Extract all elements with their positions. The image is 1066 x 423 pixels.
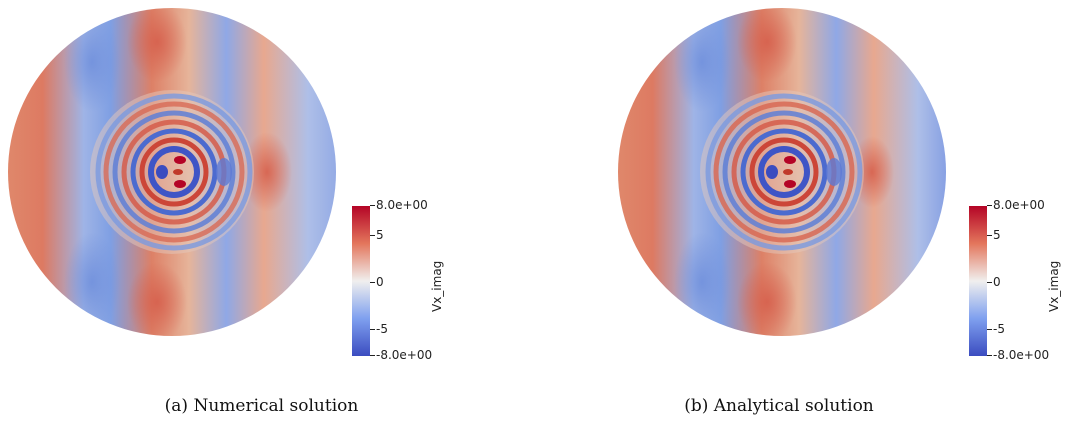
- colorbar-tick-0: 0: [987, 275, 1001, 289]
- figure-panel-a: 8.0e+00 5 0 -5 -8.0e+00 Vx_imag (a) Nume…: [8, 8, 444, 416]
- colorbar-tick-5: 5: [370, 228, 384, 242]
- colorbar-title: Vx_imag: [430, 260, 444, 312]
- colorbar-min-label: -8.0e+00: [369, 348, 433, 362]
- colorbar-tick-5: 5: [987, 228, 1001, 242]
- colorbar-title: Vx_imag: [1047, 260, 1061, 312]
- colorbar-tick-0: 0: [370, 275, 384, 289]
- field-plot-analytical: [618, 8, 946, 336]
- field-plot-numerical: [8, 8, 336, 336]
- figure-caption-b: (b) Analytical solution: [684, 396, 874, 416]
- colorbar-max-label: 8.0e+00: [987, 198, 1045, 212]
- colorbar-tick-neg5: -5: [370, 322, 388, 336]
- colorbar-tick-neg5: -5: [987, 322, 1005, 336]
- figure-caption-a: (a) Numerical solution: [164, 396, 359, 416]
- colorbar-max-label: 8.0e+00: [370, 198, 428, 212]
- colorbar-gradient: [352, 206, 370, 356]
- figure-panel-b: 8.0e+00 5 0 -5 -8.0e+00 Vx_imag (b) Anal…: [533, 0, 1066, 423]
- colorbar-gradient: [969, 206, 987, 356]
- colorbar-min-label: -8.0e+00: [986, 348, 1050, 362]
